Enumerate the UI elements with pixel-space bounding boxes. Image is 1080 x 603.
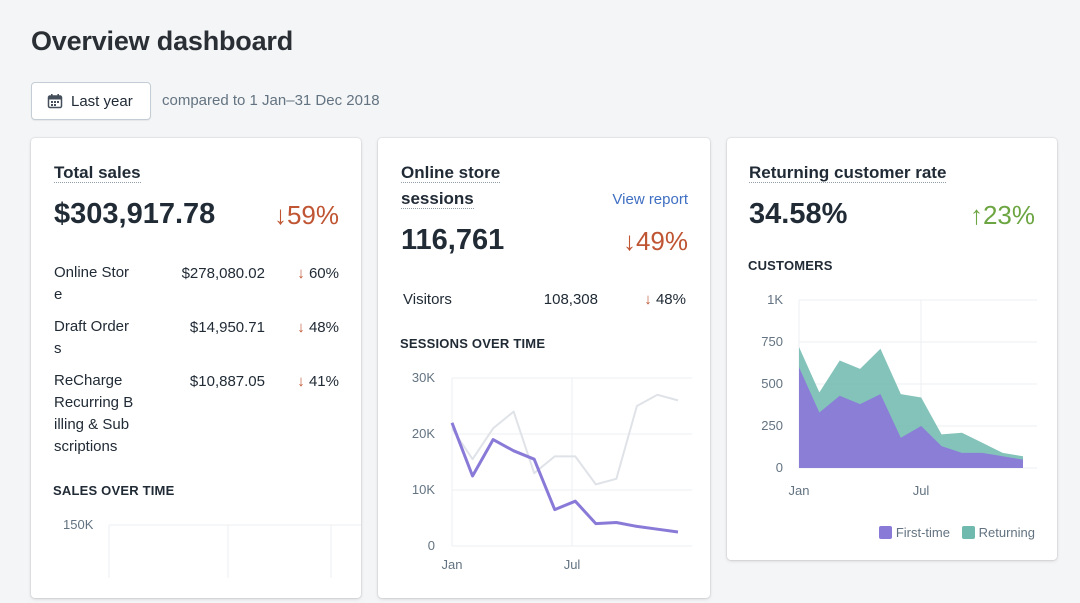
y-tick-label: 20K	[412, 426, 435, 441]
sessions-change: ↓49%	[622, 226, 688, 256]
legend-swatch-returning	[961, 526, 975, 539]
y-tick-label: 1K	[767, 292, 783, 307]
total-sales-change: ↓59%	[274, 200, 339, 231]
sessions-title[interactable]: Online store sessions	[401, 163, 501, 209]
returning-value: 34.58%	[749, 198, 848, 230]
sales-chart-tick: 150K	[63, 517, 94, 532]
sales-row-name: ReCharge Recurring B illing & Sub scriptio…	[54, 372, 134, 455]
legend-item-returning[interactable]: Returning	[961, 525, 1035, 540]
view-report-link[interactable]: View report	[612, 191, 688, 208]
compare-text: compared to 1 Jan–31 Dec 2018	[162, 92, 380, 109]
area-first-time	[799, 367, 1023, 468]
customers-chart: 0 250 500 750 1K Jan Jul	[761, 292, 1037, 498]
calendar-icon	[47, 94, 63, 109]
arrow-up-icon: ↑	[969, 200, 983, 230]
sales-chart	[108, 524, 361, 578]
sales-row-name: Online Stor e	[54, 264, 130, 303]
customers-legend: First-time Returning	[878, 525, 1035, 540]
customers-chart-title: CUSTOMERS	[748, 258, 833, 273]
total-sales-change-value: 59%	[286, 200, 339, 230]
y-tick-label: 500	[761, 376, 783, 391]
sales-row-change: ↓ 60%	[297, 265, 339, 282]
sessions-card: Online store sessions View report 116,761…	[378, 138, 710, 598]
series-line-current	[450, 422, 679, 534]
arrow-down-icon: ↓	[273, 200, 287, 230]
returning-change: ↑23%	[969, 200, 1035, 230]
date-range-label: Last year	[71, 92, 133, 110]
visitors-label: Visitors	[403, 291, 452, 308]
y-tick-label: 0	[428, 538, 435, 553]
sales-row-change: ↓ 41%	[297, 373, 339, 390]
date-range-button[interactable]: Last year	[31, 82, 151, 120]
returning-title[interactable]: Returning customer rate	[749, 163, 947, 183]
y-tick-label: 30K	[412, 370, 435, 385]
arrow-down-icon: ↓	[297, 319, 305, 336]
arrow-down-icon: ↓	[297, 265, 305, 282]
y-tick-label: 0	[776, 460, 783, 475]
arrow-down-icon: ↓	[297, 373, 305, 390]
arrow-down-icon: ↓	[644, 291, 652, 308]
x-tick-label: Jan	[442, 557, 463, 572]
sales-row-amount: $14,950.71	[189, 319, 265, 336]
sales-chart-title: SALES OVER TIME	[53, 483, 175, 498]
y-tick-label: 10K	[412, 482, 435, 497]
sessions-value: 116,761	[401, 224, 505, 256]
page-title: Overview dashboard	[31, 26, 293, 56]
series-line-previous	[451, 393, 679, 486]
total-sales-value: $303,917.78	[54, 198, 216, 230]
legend-item-first-time[interactable]: First-time	[878, 525, 950, 540]
y-tick-label: 750	[761, 334, 783, 349]
arrow-down-icon: ↓	[622, 226, 636, 256]
sales-row-change: ↓ 48%	[297, 319, 339, 336]
visitors-change: ↓ 48%	[644, 291, 686, 308]
sales-row-name: Draft Order s	[54, 318, 130, 357]
legend-swatch-first-time	[878, 526, 892, 539]
sales-row-amount: $278,080.02	[181, 265, 265, 282]
sessions-chart: 0 10K 20K 30K Jan Jul	[412, 370, 692, 572]
x-tick-label: Jan	[789, 483, 810, 498]
sessions-chart-title: SESSIONS OVER TIME	[400, 336, 546, 351]
total-sales-title[interactable]: Total sales	[54, 163, 141, 183]
x-tick-label: Jul	[913, 483, 930, 498]
visitors-value: 108,308	[543, 291, 598, 308]
x-tick-label: Jul	[564, 557, 581, 572]
total-sales-card: Total sales $303,917.78 ↓59% Online Stor…	[31, 138, 361, 598]
sales-row-amount: $10,887.05	[189, 373, 265, 390]
y-tick-label: 250	[761, 418, 783, 433]
returning-card: Returning customer rate 34.58% ↑23% CUST…	[727, 138, 1057, 560]
